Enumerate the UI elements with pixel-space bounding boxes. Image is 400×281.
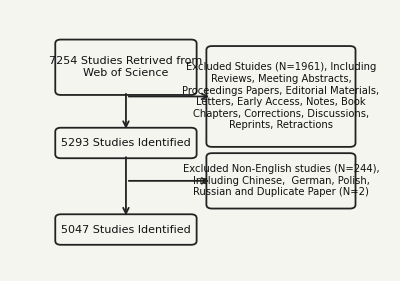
Text: 5293 Studies Identified: 5293 Studies Identified: [61, 138, 191, 148]
Text: 5047 Studies Identified: 5047 Studies Identified: [61, 225, 191, 235]
FancyBboxPatch shape: [206, 153, 356, 209]
FancyBboxPatch shape: [55, 214, 197, 245]
Text: Excluded Stuides (N=1961), Including
Reviews, Meeting Abstracts,
Proceedings Pap: Excluded Stuides (N=1961), Including Rev…: [182, 62, 380, 130]
Text: 7254 Studies Retrived from
Web of Science: 7254 Studies Retrived from Web of Scienc…: [49, 56, 202, 78]
FancyBboxPatch shape: [55, 40, 197, 95]
FancyBboxPatch shape: [55, 128, 197, 158]
Text: Excluded Non-English studies (N=244),
Including Chinese,  German, Polish,
Russia: Excluded Non-English studies (N=244), In…: [183, 164, 379, 198]
FancyBboxPatch shape: [206, 46, 356, 147]
